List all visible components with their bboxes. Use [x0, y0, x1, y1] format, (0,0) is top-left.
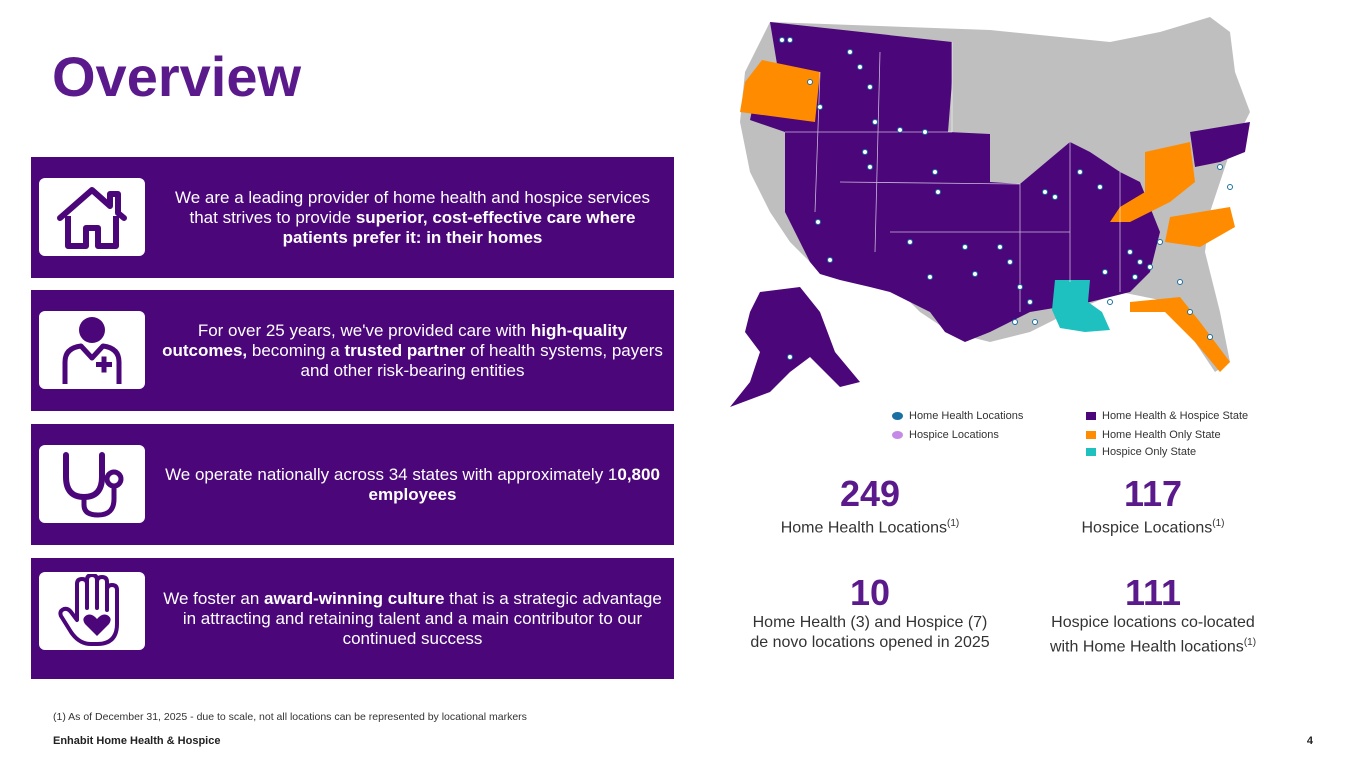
louisiana [1052, 280, 1110, 332]
legend-marker-hospice [892, 431, 903, 439]
north-carolina [1165, 207, 1235, 247]
legend-swatch-teal [1086, 448, 1096, 456]
footer-company-name: Enhabit Home Health & Hospice [53, 735, 221, 747]
panel-quality-outcomes-text: For over 25 years, we've provided care w… [162, 320, 663, 380]
panel-home-care: We are a leading provider of home health… [31, 157, 674, 278]
oregon [740, 60, 820, 122]
northeast-purple-region [1190, 122, 1250, 167]
home-icon [39, 178, 145, 256]
stat-hospice-locations: 117 Hospice Locations(1) [1003, 474, 1303, 538]
us-locations-map [730, 17, 1250, 407]
legend-hh-hospice-state: Home Health & Hospice State [1086, 410, 1248, 422]
alaska [730, 287, 860, 407]
footnote: (1) As of December 31, 2025 - due to sca… [53, 711, 527, 723]
ohio-kentucky [1110, 142, 1195, 222]
stat-number: 111 [1124, 572, 1182, 613]
legend-home-health-locations: Home Health Locations [892, 410, 1023, 422]
stat-de-novo-locations: 10 Home Health (3) and Hospice (7) de nov… [720, 573, 1020, 653]
stat-co-located: 111 Hospice locations co-located with Hom… [1003, 573, 1303, 657]
legend-marker-home-health [892, 412, 903, 420]
caregiver-icon [39, 311, 145, 389]
stat-number: 10 [849, 572, 891, 613]
stat-home-health-locations: 249 Home Health Locations(1) [720, 474, 1020, 538]
stethoscope-icon [39, 445, 145, 523]
stat-number: 117 [1123, 473, 1183, 514]
panel-home-care-text: We are a leading provider of home health… [174, 187, 651, 247]
florida [1130, 297, 1230, 372]
location-markers [779, 37, 1233, 360]
panel-national-scale: We operate nationally across 34 states w… [31, 424, 674, 545]
legend-swatch-purple [1086, 412, 1096, 420]
panel-culture-text: We foster an award-winning culture that … [163, 588, 662, 648]
legend-hospice-locations: Hospice Locations [892, 429, 999, 441]
legend-swatch-orange [1086, 431, 1096, 439]
hand-heart-icon [39, 572, 145, 650]
west-purple-region [750, 22, 1160, 342]
panel-quality-outcomes: For over 25 years, we've provided care w… [31, 290, 674, 411]
stat-number: 249 [839, 473, 901, 514]
page-title: Overview [52, 45, 302, 108]
legend-hospice-only-state: Hospice Only State [1086, 446, 1196, 458]
page-number: 4 [1306, 735, 1313, 747]
panel-national-scale-text: We operate nationally across 34 states w… [165, 464, 660, 504]
legend-hh-only-state: Home Health Only State [1086, 429, 1221, 441]
panel-culture: We foster an award-winning culture that … [31, 558, 674, 679]
